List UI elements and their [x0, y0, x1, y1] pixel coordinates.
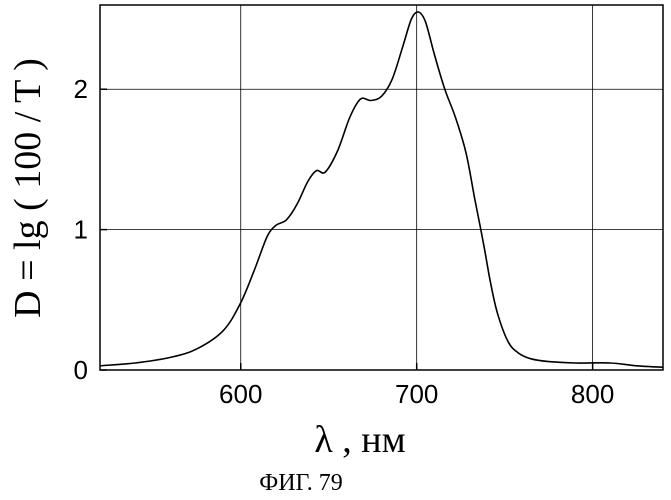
- y-tick-label: 2: [74, 74, 88, 104]
- x-tick-label: 700: [395, 379, 438, 409]
- y-axis-title: D = lg ( 100 / T ): [7, 58, 49, 318]
- x-axis-title: λ , нм: [314, 419, 405, 461]
- y-tick-labels: 0 1 2: [74, 74, 88, 385]
- x-tick-label: 600: [219, 379, 262, 409]
- absorption-curve: [100, 12, 663, 367]
- y-tick-label: 0: [74, 355, 88, 385]
- grid: [100, 5, 663, 370]
- x-tick-labels: 600 700 800: [219, 379, 614, 409]
- y-tick-label: 1: [74, 215, 88, 245]
- figure-caption: ФИГ. 79: [259, 470, 342, 496]
- x-tick-label: 800: [571, 379, 614, 409]
- plot-frame: [100, 5, 663, 370]
